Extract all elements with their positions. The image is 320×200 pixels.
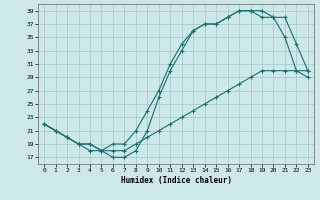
X-axis label: Humidex (Indice chaleur): Humidex (Indice chaleur) [121,176,231,185]
